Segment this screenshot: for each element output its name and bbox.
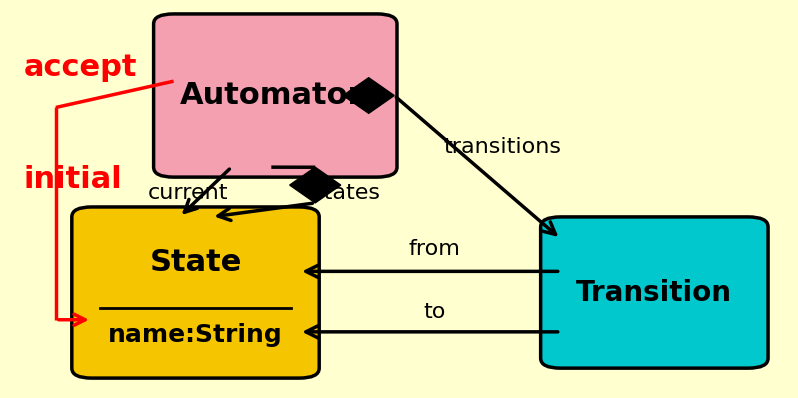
Text: states: states bbox=[313, 183, 381, 203]
Polygon shape bbox=[290, 167, 341, 203]
FancyBboxPatch shape bbox=[72, 207, 319, 378]
Text: to: to bbox=[424, 302, 446, 322]
Text: Transition: Transition bbox=[576, 279, 733, 306]
FancyBboxPatch shape bbox=[153, 14, 397, 177]
Text: Automaton: Automaton bbox=[180, 81, 370, 110]
Text: initial: initial bbox=[24, 165, 123, 193]
Polygon shape bbox=[343, 78, 394, 113]
Text: State: State bbox=[149, 248, 242, 277]
Text: name:String: name:String bbox=[109, 323, 282, 347]
Text: from: from bbox=[409, 239, 461, 259]
Text: accept: accept bbox=[24, 53, 137, 82]
FancyBboxPatch shape bbox=[540, 217, 768, 368]
Text: current: current bbox=[148, 183, 227, 203]
Text: transitions: transitions bbox=[444, 137, 562, 157]
